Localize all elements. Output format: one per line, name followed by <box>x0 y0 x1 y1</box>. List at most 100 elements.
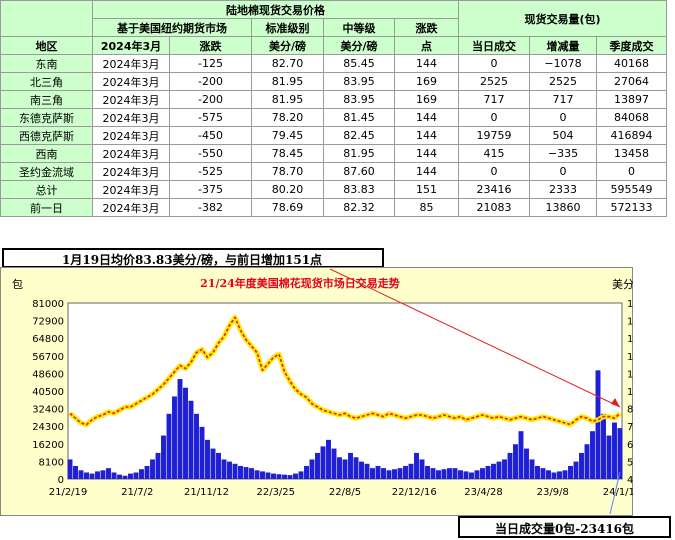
volume-bar <box>183 387 188 479</box>
volume-bar <box>282 474 287 479</box>
left-tick-label: 16200 <box>32 440 64 451</box>
volume-bar <box>535 465 540 479</box>
volume-bar <box>221 459 227 479</box>
price-volume-table: 陆地棉现货交易价格 现货交易量(包) 基于美国纽约期货市场 标准级别 中等级 涨… <box>0 0 667 217</box>
table-row: 南三角 2024年3月 -200 81.95 83.95 169 717 717 13897 <box>0 90 667 109</box>
mid-price-cell: 81.95 <box>323 144 395 163</box>
plot-area <box>67 302 623 480</box>
today-volume-cell: 19759 <box>458 126 530 145</box>
volume-bar <box>133 472 139 479</box>
volume-bar <box>381 468 386 479</box>
volume-bar <box>463 471 469 479</box>
col-delta: 增减量 <box>529 36 597 55</box>
right-axis-label: 美分/磅 <box>612 277 633 291</box>
col-month: 2024年3月 <box>92 36 170 55</box>
season-volume-cell: 13897 <box>596 90 667 109</box>
table-row: 东南 2024年3月 -125 82.70 85.45 144 0 −1078 40168 <box>0 54 667 73</box>
volume-bar <box>89 473 95 479</box>
volume-bar <box>144 465 150 479</box>
delta-cell: 0 <box>529 108 597 127</box>
table-row: 圣约金流域 2024年3月 -525 78.70 87.60 144 0 0 0 <box>0 162 667 181</box>
volume-bar <box>562 470 568 479</box>
delta-cell: −1078 <box>529 54 597 73</box>
today-volume-cell: 0 <box>458 108 530 127</box>
volume-bar <box>265 472 271 479</box>
volume-bar <box>419 459 425 479</box>
volume-bar <box>95 471 100 479</box>
right-tick-label: 100 <box>627 387 633 398</box>
x-tick-label: 22/3/25 <box>256 487 295 498</box>
volume-bar <box>150 459 155 479</box>
right-tick-label: 89 <box>627 405 633 416</box>
volume-bar <box>595 370 601 479</box>
region-cell: 总计 <box>0 180 93 199</box>
volume-bar <box>430 468 436 479</box>
x-tick-label: 23/4/28 <box>464 487 503 498</box>
table-row: 西南 2024年3月 -550 78.45 81.95 144 415 −335 13458 <box>0 144 667 163</box>
col-std-unit: 美分/磅 <box>251 36 324 55</box>
volume-bar <box>194 413 199 479</box>
region-cell: 前一日 <box>0 198 93 217</box>
std-price-cell: 82.70 <box>251 54 324 73</box>
basis-cell: -525 <box>169 162 252 181</box>
volume-bar <box>397 468 403 479</box>
volume-bar <box>205 439 210 479</box>
table-row: 北三角 2024年3月 -200 81.95 83.95 169 2525 2525 27064 <box>0 72 667 91</box>
volume-bar <box>155 452 161 479</box>
volume-bar <box>309 459 315 479</box>
volume-bar <box>232 463 238 479</box>
volume-bar <box>573 461 579 479</box>
region-cell: 东南 <box>0 54 93 73</box>
today-volume-cell: 717 <box>458 90 530 109</box>
volume-bar <box>353 457 359 479</box>
season-volume-cell: 595549 <box>596 180 667 199</box>
volume-bar <box>216 452 221 479</box>
volume-bar <box>78 470 84 479</box>
volume-bar <box>100 470 106 479</box>
volume-bar <box>386 470 392 479</box>
volume-bar <box>529 459 535 479</box>
change-cell: 144 <box>394 144 459 163</box>
month-cell: 2024年3月 <box>92 162 170 181</box>
volume-bar <box>557 471 562 479</box>
month-cell: 2024年3月 <box>92 108 170 127</box>
col-region: 地区 <box>0 36 93 55</box>
region-cell: 北三角 <box>0 72 93 91</box>
today-volume-cell: 0 <box>458 162 530 181</box>
volume-bar <box>359 461 364 479</box>
volume-bar <box>403 465 408 479</box>
x-tick-label: 22/8/5 <box>329 487 361 498</box>
cotton-trade-chart: 21/24年度美国棉花现货市场日交易走势包美分/磅810007290064800… <box>12 268 633 515</box>
volume-bar <box>408 463 414 479</box>
std-price-cell: 78.69 <box>251 198 324 217</box>
col-change: 涨跌 <box>169 36 252 55</box>
std-price-cell: 78.45 <box>251 144 324 163</box>
volume-bar <box>276 474 282 479</box>
average-price-caption: 1月19日均价83.83美分/磅，与前日增加151点 <box>2 248 384 268</box>
right-tick-label: 56 <box>627 457 633 468</box>
volume-bar <box>480 468 485 479</box>
pointer-line-volume <box>609 471 621 515</box>
volume-bar <box>293 473 298 479</box>
x-tick-label: 23/9/8 <box>537 487 569 498</box>
left-tick-label: 56700 <box>32 352 64 363</box>
volume-bar <box>496 461 502 479</box>
header-mid: 中等级 <box>323 18 395 37</box>
volume-bar <box>612 422 617 479</box>
volume-bar <box>513 444 518 479</box>
volume-bar <box>84 472 89 479</box>
std-price-cell: 81.95 <box>251 72 324 91</box>
std-price-cell: 81.95 <box>251 90 324 109</box>
header-change: 涨跌 <box>394 18 459 37</box>
right-tick-label: 144 <box>627 317 633 328</box>
left-tick-label: 81000 <box>32 299 64 310</box>
mid-price-cell: 82.32 <box>323 198 395 217</box>
left-tick-label: 0 <box>58 475 64 486</box>
volume-bar <box>166 413 172 479</box>
col-change-pts: 点 <box>394 36 459 55</box>
std-price-cell: 78.70 <box>251 162 324 181</box>
month-cell: 2024年3月 <box>92 90 170 109</box>
left-tick-label: 72900 <box>32 317 64 328</box>
right-tick-label: 155 <box>627 299 633 310</box>
volume-bar <box>139 469 144 479</box>
